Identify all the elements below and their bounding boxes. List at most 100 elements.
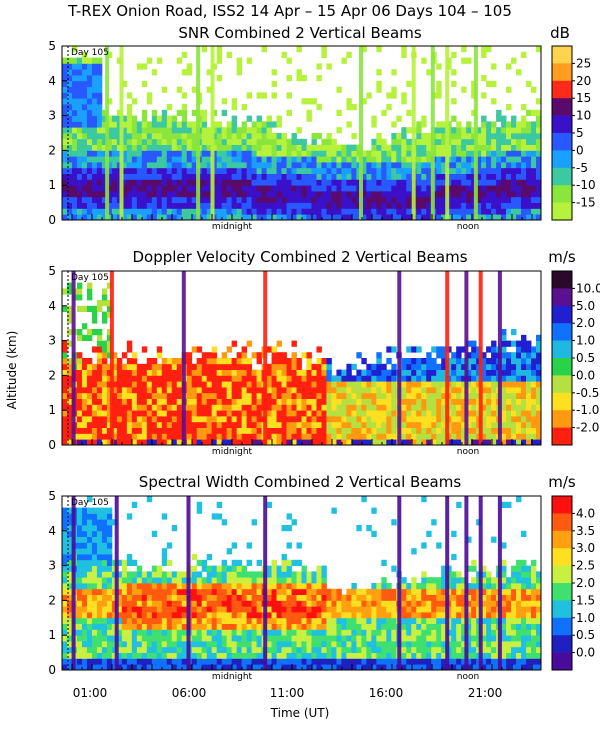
heat-cell [141,641,148,648]
heat-cell [161,387,168,394]
heat-cell [131,358,138,365]
heat-cell [376,583,382,590]
heat-cell [86,133,93,140]
heat-cell [376,387,382,394]
heat-cell [196,583,203,590]
heat-cell [186,173,193,180]
heat-cell [451,387,457,394]
heat-cell [166,179,173,186]
heat-cell [411,387,417,394]
heat-cell [91,588,98,595]
heat-cell [161,617,168,624]
heat-cell [236,208,243,215]
heat-cell [531,86,537,93]
heat-cell [466,427,472,434]
heat-cell [91,421,98,428]
heat-cell [176,202,183,209]
heat-cell [346,646,352,653]
heat-cell [81,92,88,99]
heat-cell [186,404,193,411]
heat-cell [166,600,173,607]
colorbar-swatch [552,271,572,289]
heat-cell [491,127,497,134]
heat-cell [141,185,148,192]
heat-cell [96,410,103,417]
heat-cell [81,144,88,151]
heat-cell [276,623,282,630]
heat-cell [286,606,292,613]
heat-cell [326,664,332,671]
heat-cell [206,635,213,642]
heat-cell [201,658,208,665]
heat-cell [101,513,108,520]
heat-cell [166,427,173,434]
heat-cell [86,191,93,198]
heat-cell [301,375,307,382]
heat-cell [391,623,397,630]
heat-cell [176,191,183,198]
heat-cell [246,629,252,636]
heat-cell [171,138,178,145]
heat-cell [471,173,477,180]
heat-cell [161,421,168,428]
heat-cell [81,530,88,537]
heat-cell [496,156,502,163]
heat-cell [66,196,73,203]
heat-cell [141,416,148,423]
heat-cell [141,635,148,642]
heat-cell [341,214,347,221]
heat-cell [411,617,417,624]
heat-cell [401,617,407,624]
heat-cell [62,617,68,624]
heat-cell [226,214,233,221]
heat-cell [121,421,128,428]
heat-cell [91,121,98,128]
heat-cell [241,150,248,157]
heat-cell [471,185,477,192]
heat-cell [96,109,103,116]
interference-stripe [263,271,268,445]
heat-cell [266,646,272,653]
heat-cell [361,588,367,595]
heat-cell [281,375,287,382]
width-panel-title: Spectral Width Combined 2 Vertical Beams [139,473,462,491]
heat-cell [526,346,532,353]
heat-cell [151,121,158,128]
heat-cell [146,427,153,434]
heat-cell [491,369,497,376]
heat-cell [391,196,397,203]
heat-cell [381,421,387,428]
heat-cell [386,433,392,440]
heat-cell [256,664,262,671]
heat-cell [131,214,138,221]
heat-cell [306,369,312,376]
heat-cell [231,577,238,584]
heat-cell [296,191,302,198]
heat-cell [256,173,262,180]
heat-cell [221,150,228,157]
heat-cell [171,664,178,671]
heat-cell [251,381,257,388]
heat-cell [91,311,98,318]
heat-cell [226,392,233,399]
heat-cell [111,635,118,642]
heat-cell [221,375,228,382]
heat-cell [121,381,128,388]
heat-cell [96,571,103,578]
heat-cell [161,439,168,446]
heat-cell [191,162,198,169]
heat-cell [176,358,183,365]
heat-cell [216,179,223,186]
heat-cell [281,173,287,180]
heat-cell [126,144,133,151]
heat-cell [316,617,322,624]
heat-cell [386,658,392,665]
heat-cell [156,196,163,203]
heat-cell [426,133,432,140]
heat-cell [351,133,357,140]
heat-cell [511,179,517,186]
heat-cell [396,162,402,169]
heat-cell [411,583,417,590]
heat-cell [191,623,198,630]
heat-cell [356,404,362,411]
